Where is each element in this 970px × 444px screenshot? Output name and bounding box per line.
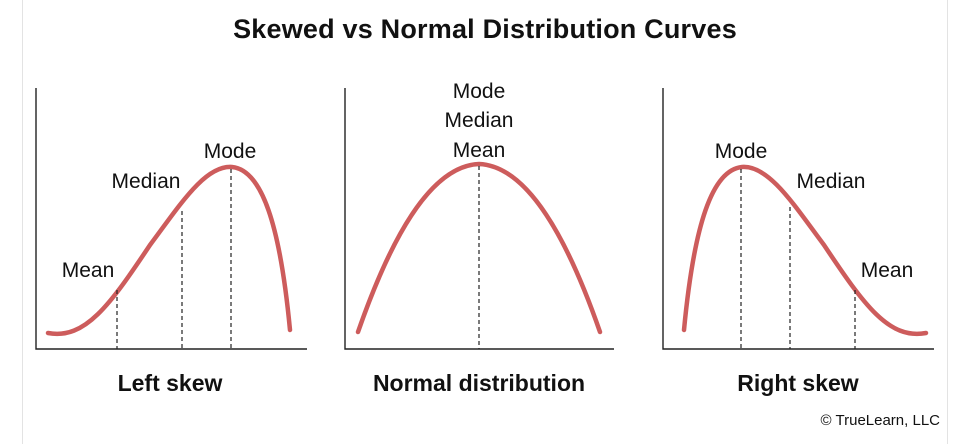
- right-skew-caption: Right skew: [737, 370, 859, 396]
- left-skew-caption: Left skew: [118, 370, 223, 396]
- frame-border-left: [22, 0, 23, 444]
- left-skew-mode-label: Mode: [204, 140, 257, 163]
- left-skew-median-label: Median: [112, 170, 181, 193]
- left-skew-mean-label: Mean: [62, 259, 115, 282]
- normal-median-label: Median: [445, 109, 514, 132]
- normal-axes: [344, 88, 614, 350]
- right-skew-median-label: Median: [797, 170, 866, 193]
- left-skew-axes: [35, 88, 307, 350]
- normal-curve: [355, 161, 603, 335]
- right-skew-curve: [681, 164, 929, 337]
- normal-panel: Mode Median Mean Normal distribution: [344, 80, 614, 396]
- left-skew-curve: [45, 164, 293, 337]
- page-title: Skewed vs Normal Distribution Curves: [233, 14, 737, 44]
- right-skew-panel: Mode Median Mean Right skew: [662, 88, 934, 396]
- normal-caption: Normal distribution: [373, 370, 585, 396]
- normal-mean-label: Mean: [453, 139, 506, 162]
- right-skew-mean-label: Mean: [861, 259, 914, 282]
- right-skew-mode-label: Mode: [715, 140, 768, 163]
- frame-border-right: [947, 0, 948, 444]
- normal-mode-label: Mode: [453, 80, 506, 103]
- right-skew-axes: [662, 88, 934, 350]
- left-skew-panel: Mean Median Mode Left skew: [35, 88, 307, 396]
- copyright-notice: © TrueLearn, LLC: [820, 412, 940, 429]
